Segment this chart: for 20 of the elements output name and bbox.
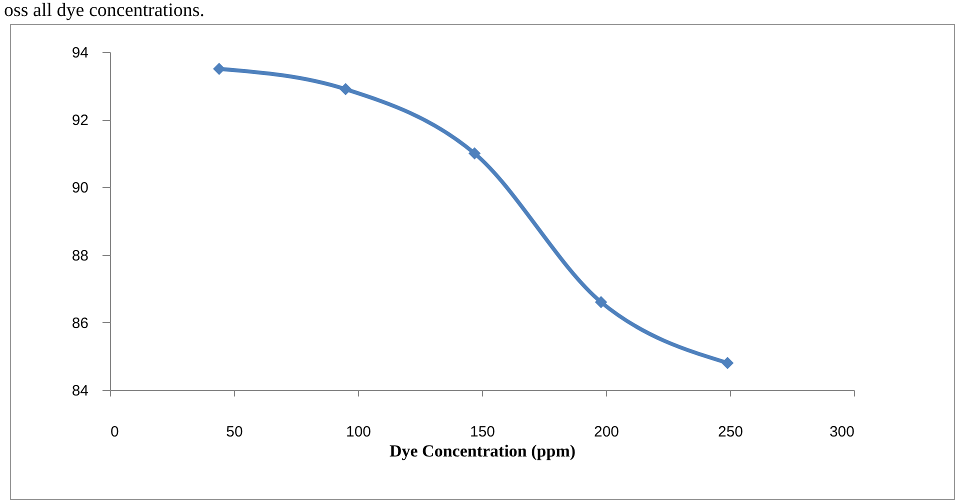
x-tick-label: 50: [226, 424, 243, 440]
y-tick-label: 86: [72, 314, 88, 332]
y-tick-label: 84: [72, 382, 88, 400]
x-tick-label: 0: [110, 424, 119, 440]
x-tick-label: 150: [470, 424, 496, 440]
y-tick-label: 92: [72, 112, 88, 130]
point: [468, 147, 481, 160]
x-tick-label: 300: [829, 424, 854, 440]
text: oss all dye concentrations.: [4, 0, 205, 22]
y-tick-label: 90: [72, 180, 88, 197]
x-axis-title: Dye Concentration (ppm): [389, 442, 576, 460]
point: [339, 83, 352, 96]
point: [212, 62, 226, 76]
x-tick-label: 200: [594, 424, 620, 440]
point: [594, 296, 608, 308]
point: [721, 356, 734, 370]
y-tick-label: 94: [72, 44, 88, 62]
y-tick-label: 88: [72, 247, 88, 264]
x-tick-label: 100: [346, 424, 372, 440]
x-tick-label: 250: [718, 424, 744, 440]
